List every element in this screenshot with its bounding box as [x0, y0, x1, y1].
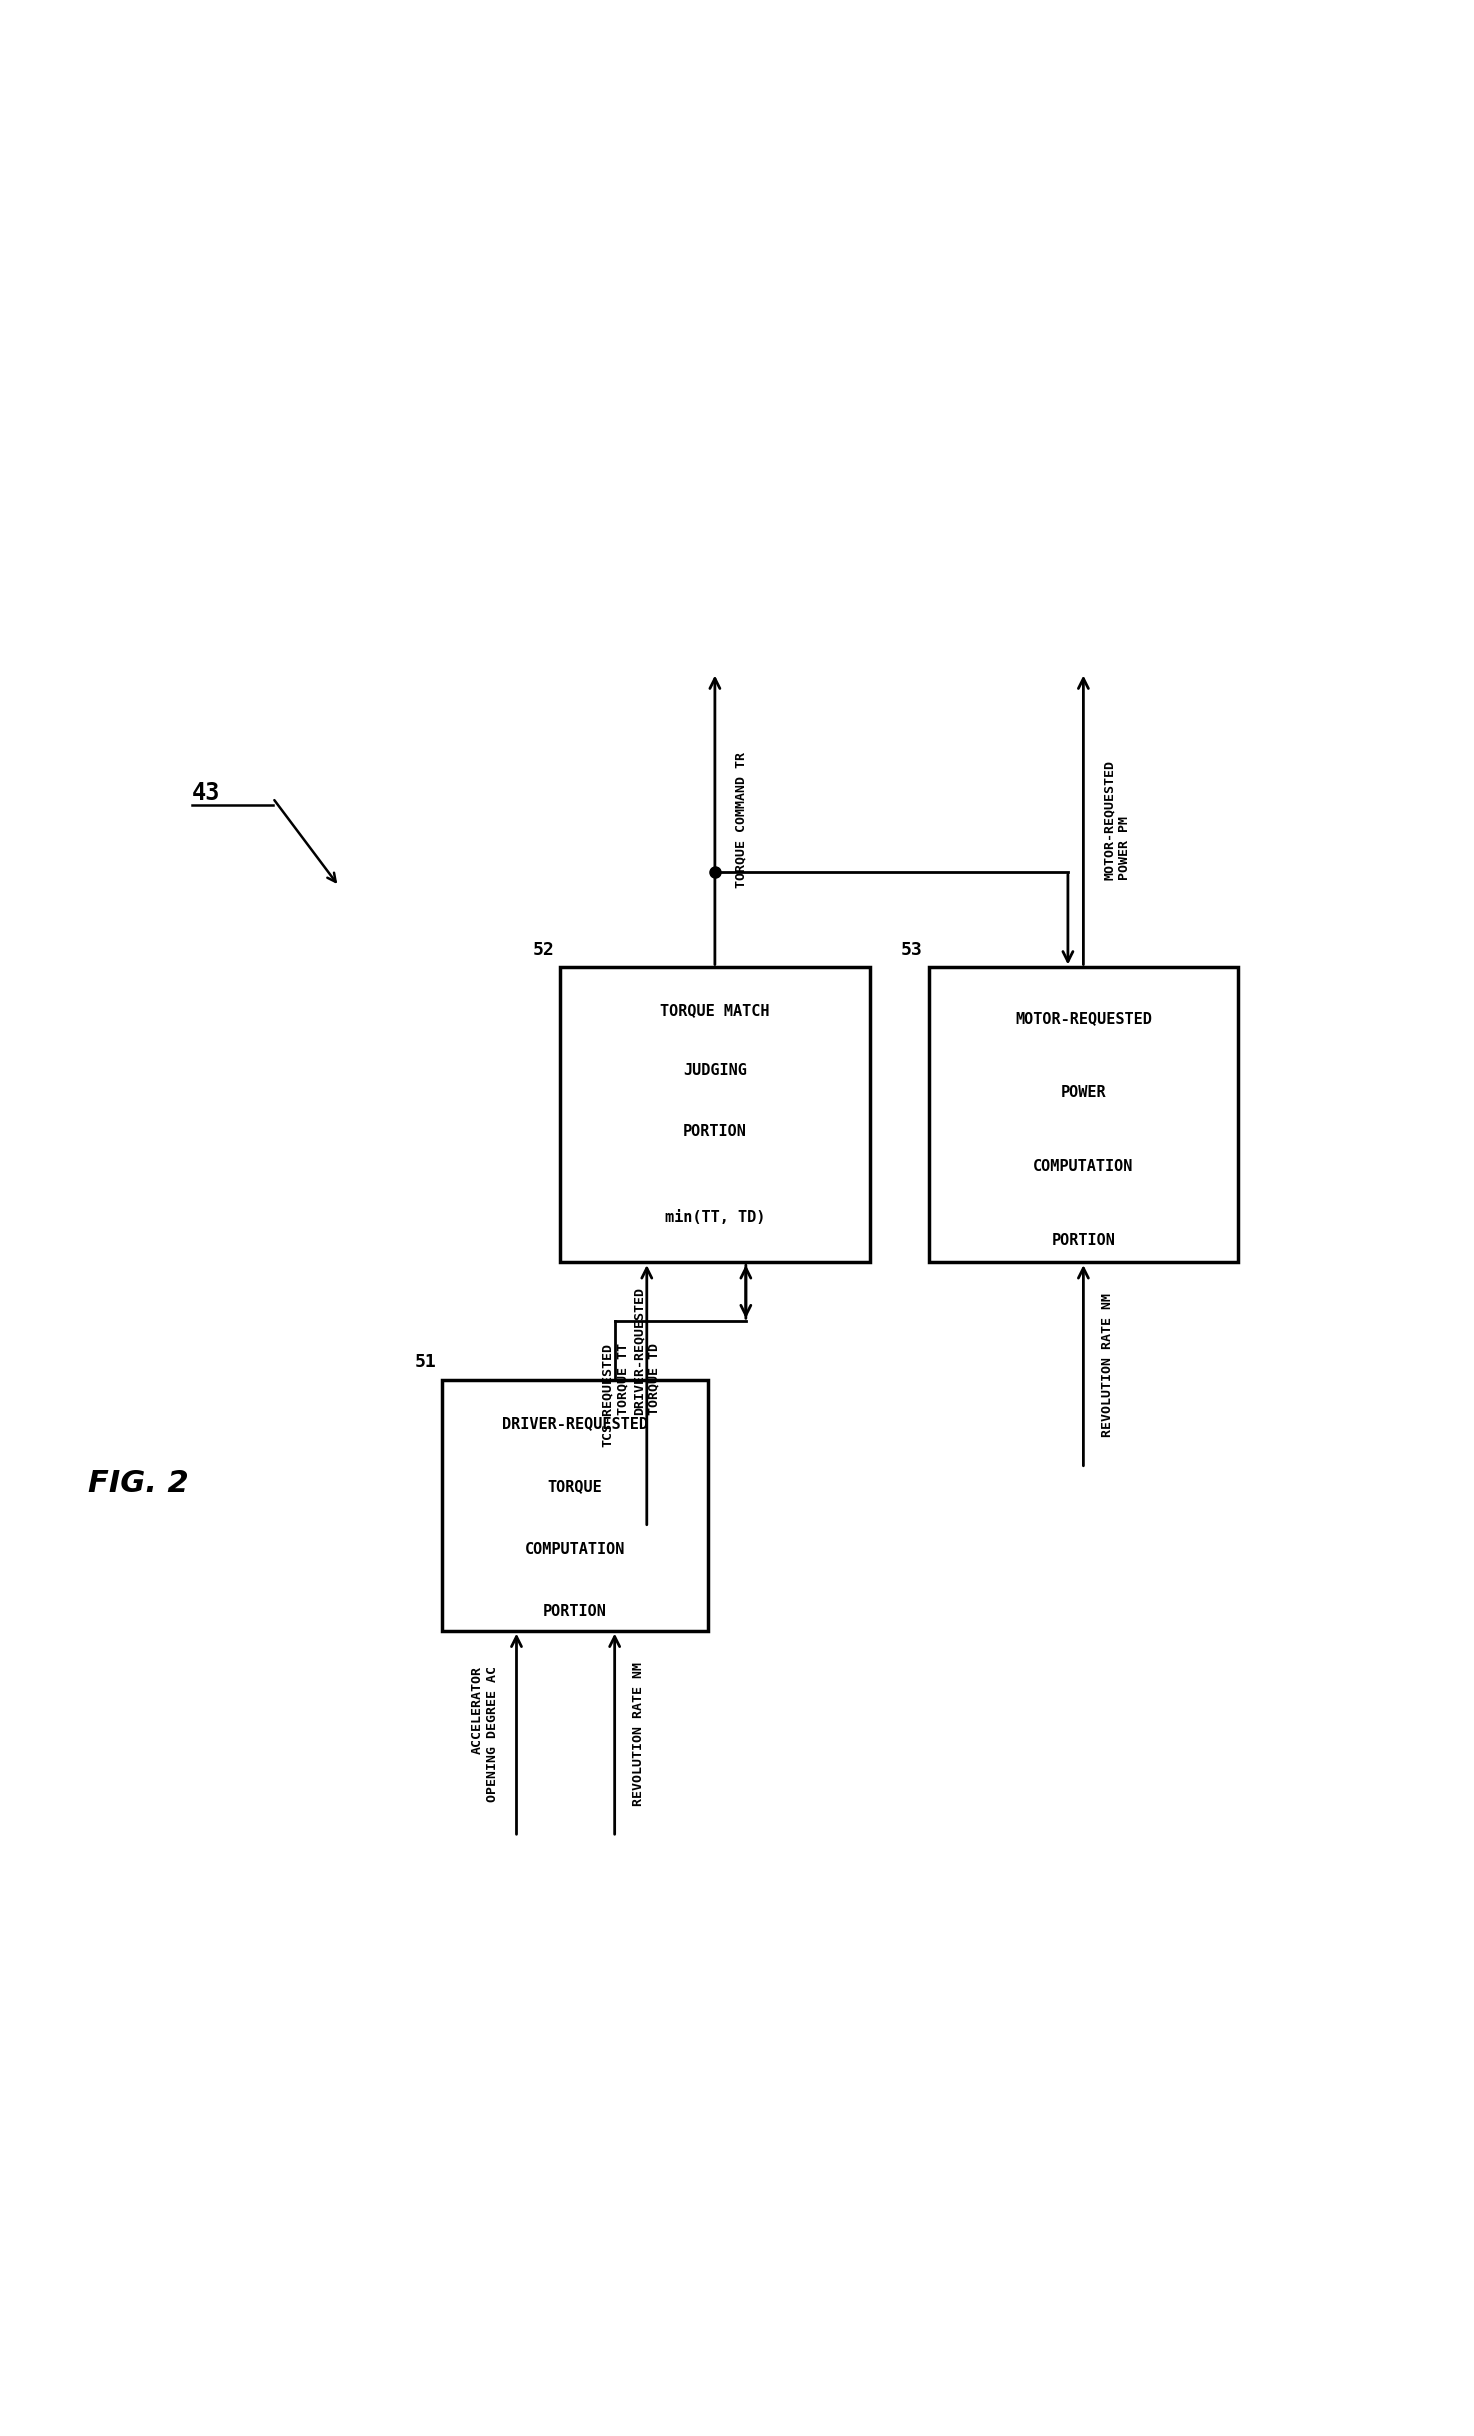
Text: PORTION: PORTION — [1051, 1233, 1116, 1247]
Text: 52: 52 — [532, 940, 554, 960]
Text: ACCELERATOR
OPENING DEGREE AC: ACCELERATOR OPENING DEGREE AC — [470, 1666, 498, 1803]
Text: 43: 43 — [192, 782, 220, 806]
Text: MOTOR-REQUESTED
POWER PM: MOTOR-REQUESTED POWER PM — [1103, 760, 1131, 879]
Bar — [929, 967, 1238, 1262]
Bar — [560, 967, 870, 1262]
Text: PORTION: PORTION — [682, 1125, 747, 1140]
Text: FIG. 2: FIG. 2 — [88, 1469, 189, 1498]
Text: POWER: POWER — [1061, 1084, 1106, 1101]
Text: COMPUTATION: COMPUTATION — [525, 1542, 625, 1557]
Bar — [442, 1381, 708, 1630]
Text: TCS-REQUESTED
TORQUE TT: TCS-REQUESTED TORQUE TT — [601, 1342, 629, 1447]
Text: REVOLUTION RATE NM: REVOLUTION RATE NM — [632, 1661, 646, 1805]
Text: DRIVER-REQUESTED
TORQUE TD: DRIVER-REQUESTED TORQUE TD — [632, 1286, 660, 1415]
Text: JUDGING: JUDGING — [682, 1065, 747, 1079]
Text: MOTOR-REQUESTED: MOTOR-REQUESTED — [1016, 1011, 1151, 1026]
Text: TORQUE MATCH: TORQUE MATCH — [660, 1004, 769, 1018]
Text: 53: 53 — [901, 940, 923, 960]
Text: REVOLUTION RATE NM: REVOLUTION RATE NM — [1101, 1294, 1114, 1437]
Text: COMPUTATION: COMPUTATION — [1033, 1160, 1134, 1174]
Text: 51: 51 — [414, 1354, 436, 1371]
Text: TORQUE COMMAND TR: TORQUE COMMAND TR — [734, 753, 747, 889]
Text: min(TT, TD): min(TT, TD) — [665, 1211, 765, 1225]
Text: TORQUE: TORQUE — [547, 1479, 603, 1493]
Text: DRIVER-REQUESTED: DRIVER-REQUESTED — [501, 1415, 649, 1432]
Text: PORTION: PORTION — [542, 1605, 607, 1620]
